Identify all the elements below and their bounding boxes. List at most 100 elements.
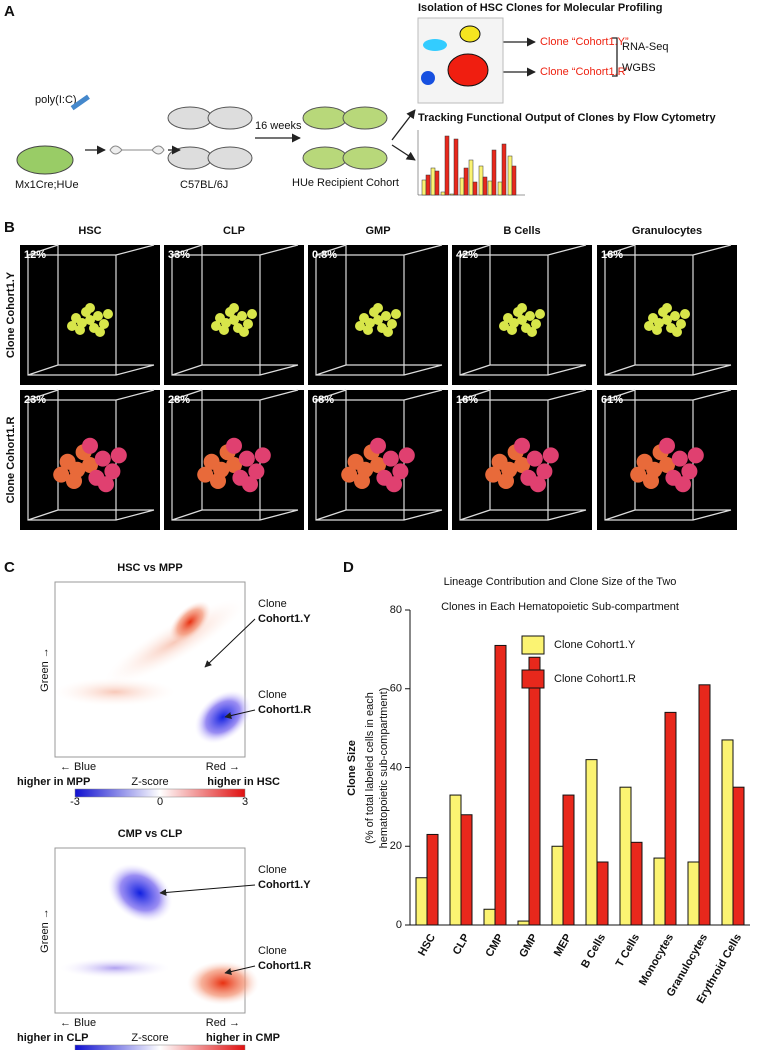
cell-cluster [215, 313, 225, 323]
cell-cluster [104, 463, 121, 480]
cell-cluster [676, 319, 686, 329]
density-blob [187, 961, 259, 1005]
cell-cluster [75, 325, 85, 335]
cell-cluster [514, 437, 530, 454]
cell-cluster [652, 325, 662, 335]
cell-cluster [382, 450, 399, 467]
x-tick-label: B Cells [579, 932, 608, 970]
cell-cluster [110, 447, 127, 464]
panel-label: D [343, 559, 354, 576]
cell-cluster [503, 313, 513, 323]
flow-cube [164, 244, 304, 385]
cell-cluster [670, 311, 680, 321]
cube-wire [27, 244, 155, 376]
cell-cluster [85, 303, 95, 313]
axis-label: ← Blue [60, 1017, 96, 1029]
bar [460, 814, 473, 926]
x-tick-label: T Cells [614, 932, 642, 969]
panel-label: A [4, 3, 15, 20]
cell-cluster [517, 315, 527, 325]
column-header: CLP [223, 225, 245, 237]
cell-cluster [239, 327, 249, 337]
annotation-arrow [224, 965, 256, 975]
axis-label: Red → [206, 761, 240, 773]
cell-cluster [535, 309, 545, 319]
row-label: Clone Cohort1.R [5, 417, 17, 504]
cell-cluster [517, 303, 527, 313]
y-tick-label: 80 [390, 604, 402, 616]
legend-label: Clone Cohort1.Y [554, 639, 636, 651]
flow-arrows [85, 37, 618, 161]
axis-label: Green → [39, 908, 51, 953]
percentage-label: 33% [168, 249, 190, 261]
cell-cluster [499, 321, 509, 331]
bar [494, 644, 507, 926]
cell-cluster [373, 303, 383, 313]
scale-label: higher in HSC [207, 776, 280, 788]
sort-plot-icon [417, 17, 504, 104]
assay-label: RNA-Seq [622, 41, 668, 53]
cube-wire [315, 389, 443, 521]
density-blob [55, 678, 175, 706]
axis-label: Red → [206, 1017, 240, 1029]
scale-label: higher in MPP [17, 776, 90, 788]
cube-wire [604, 389, 732, 521]
cell-cluster [94, 450, 111, 467]
y-axis-title: Clone Size [346, 740, 358, 796]
percentage-label: 16% [456, 394, 478, 406]
cell-cluster [211, 321, 221, 331]
clone-annotation: Clone [258, 689, 287, 701]
y-tick-label: 60 [390, 683, 402, 695]
percentage-label: 68% [312, 394, 334, 406]
y-axis-note: hematopoietic sub-compartment) [378, 688, 390, 849]
cell-cluster [630, 466, 647, 483]
column-header: B Cells [503, 225, 540, 237]
cell-cluster [386, 476, 402, 493]
chart-title: Clones in Each Hematopoietic Sub-compart… [441, 601, 679, 613]
clone-annotation: Clone [258, 864, 287, 876]
plot-title: HSC vs MPP [117, 562, 182, 574]
x-tick-label: MEP [552, 932, 574, 959]
cell-cluster [391, 309, 401, 319]
flow-cube [308, 244, 448, 385]
panel-label: B [4, 219, 15, 236]
mouse-icons [16, 94, 388, 175]
bar [630, 841, 643, 926]
cell-cluster [662, 315, 672, 325]
cell-cluster [103, 309, 113, 319]
cell-cluster [341, 466, 358, 483]
cell-cluster [536, 463, 553, 480]
cube-wire [459, 244, 587, 376]
cell-cluster [530, 476, 546, 493]
flow-cube [164, 389, 304, 530]
x-tick-label: CLP [451, 932, 472, 957]
legend-label: Clone Cohort1.R [554, 673, 636, 685]
clone-annotation: Cohort1.Y [258, 879, 311, 891]
density-blob [169, 601, 211, 643]
cell-cluster [210, 473, 226, 489]
x-tick-label: Monocytes [637, 932, 676, 988]
cell-cluster [247, 309, 257, 319]
bar [619, 786, 632, 926]
density-blob [60, 958, 170, 978]
annotation-arrow [204, 618, 256, 668]
clone-annotation: Clone [258, 598, 287, 610]
x-tick-label: HSC [416, 932, 438, 958]
percentage-label: 42% [456, 249, 478, 261]
cell-cluster [347, 453, 364, 470]
donor-label: Mx1Cre;HUe [15, 179, 79, 191]
percentage-label: 12% [24, 249, 46, 261]
cell-cluster [363, 325, 373, 335]
colorbar-tick: 3 [242, 796, 248, 808]
bar [551, 845, 564, 926]
cube-wire [459, 389, 587, 521]
cell-cluster [392, 463, 409, 480]
column-header: HSC [78, 225, 101, 237]
flow-cube [452, 389, 592, 530]
cell-cluster [219, 325, 229, 335]
scale-label: Z-score [131, 776, 168, 788]
bar [596, 861, 609, 926]
bar [517, 920, 530, 926]
cell-cluster [485, 466, 502, 483]
flow-cube [597, 389, 737, 530]
